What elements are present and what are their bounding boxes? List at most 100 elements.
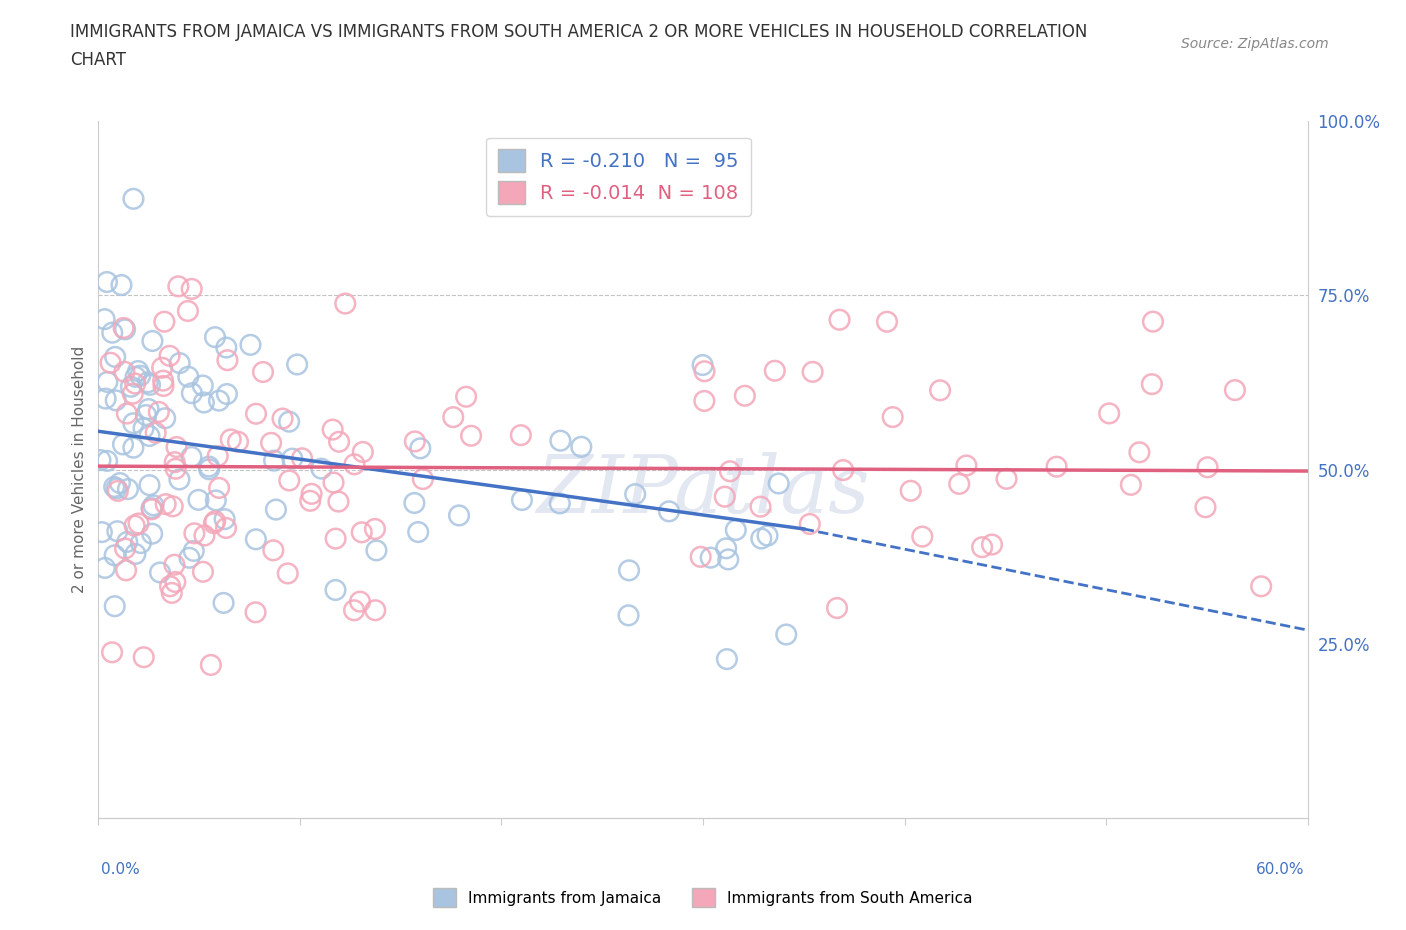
Point (141, 500, 163, 515)
Legend: Immigrants from Jamaica, Immigrants from South America: Immigrants from Jamaica, Immigrants from… (427, 883, 979, 913)
Point (114, 365, 136, 379)
Point (658, 504, 681, 519)
Point (138, 402, 160, 417)
Point (366, 543, 388, 558)
Point (364, 522, 387, 537)
Point (94, 392, 117, 406)
Point (193, 395, 215, 410)
Point (215, 387, 238, 402)
Point (768, 476, 790, 491)
Point (278, 473, 301, 488)
Point (995, 472, 1018, 486)
Point (104, 350, 127, 365)
Point (717, 552, 740, 567)
Point (832, 462, 855, 477)
Point (101, 326, 124, 340)
Point (117, 482, 139, 497)
Point (801, 365, 824, 379)
Point (948, 476, 970, 491)
Text: CHART: CHART (70, 51, 127, 69)
Point (245, 406, 267, 421)
Point (212, 595, 235, 610)
Point (139, 378, 162, 392)
Text: Source: ZipAtlas.com: Source: ZipAtlas.com (1181, 37, 1329, 51)
Point (128, 516, 150, 531)
Y-axis label: 2 or more Vehicles in Household: 2 or more Vehicles in Household (72, 346, 87, 593)
Point (900, 484, 922, 498)
Point (278, 414, 301, 429)
Point (763, 364, 786, 379)
Point (96, 454, 118, 469)
Point (129, 368, 152, 383)
Point (138, 478, 160, 493)
Point (145, 425, 167, 440)
Point (245, 532, 267, 547)
Point (94, 561, 117, 576)
Point (693, 364, 716, 379)
Point (183, 525, 205, 540)
Point (749, 531, 772, 546)
Point (510, 493, 533, 508)
Point (90, 525, 112, 539)
Point (122, 416, 145, 431)
Point (169, 355, 191, 370)
Point (749, 499, 772, 514)
Point (1197, 459, 1219, 474)
Point (104, 548, 127, 563)
Point (107, 484, 129, 498)
Point (756, 528, 779, 543)
Point (1128, 445, 1150, 459)
Point (972, 539, 994, 554)
Point (160, 586, 183, 601)
Point (105, 481, 128, 496)
Point (177, 369, 200, 384)
Point (713, 489, 735, 504)
Point (138, 429, 160, 444)
Point (734, 389, 756, 404)
Point (1250, 578, 1272, 593)
Point (108, 475, 131, 490)
Point (350, 525, 373, 539)
Point (117, 535, 139, 550)
Point (335, 296, 357, 311)
Point (617, 608, 640, 623)
Point (205, 493, 228, 508)
Point (120, 379, 142, 394)
Point (142, 498, 165, 512)
Point (343, 603, 366, 618)
Point (208, 393, 231, 408)
Point (127, 364, 149, 379)
Point (198, 462, 221, 477)
Point (121, 386, 143, 401)
Point (215, 521, 238, 536)
Legend: R = -0.210   N =  95, R = -0.014  N = 108: R = -0.210 N = 95, R = -0.014 N = 108 (486, 138, 751, 216)
Point (159, 578, 181, 593)
Point (167, 279, 190, 294)
Point (217, 352, 239, 367)
Point (825, 601, 848, 616)
Point (132, 421, 155, 436)
Point (692, 358, 714, 373)
Point (202, 516, 225, 531)
Point (100, 355, 122, 370)
Point (693, 393, 716, 408)
Text: 0.0%: 0.0% (101, 862, 141, 877)
Point (101, 644, 124, 659)
Text: ZIPatlas: ZIPatlas (536, 452, 870, 529)
Point (96, 274, 118, 289)
Point (166, 440, 188, 455)
Point (882, 409, 904, 424)
Point (180, 386, 202, 401)
Point (724, 523, 747, 538)
Point (207, 448, 229, 463)
Point (183, 543, 205, 558)
Point (93, 312, 115, 326)
Point (122, 440, 145, 455)
Point (136, 375, 159, 390)
Point (1140, 377, 1163, 392)
Point (285, 357, 308, 372)
Point (177, 303, 200, 318)
Point (152, 373, 174, 388)
Point (124, 369, 146, 384)
Point (180, 282, 202, 297)
